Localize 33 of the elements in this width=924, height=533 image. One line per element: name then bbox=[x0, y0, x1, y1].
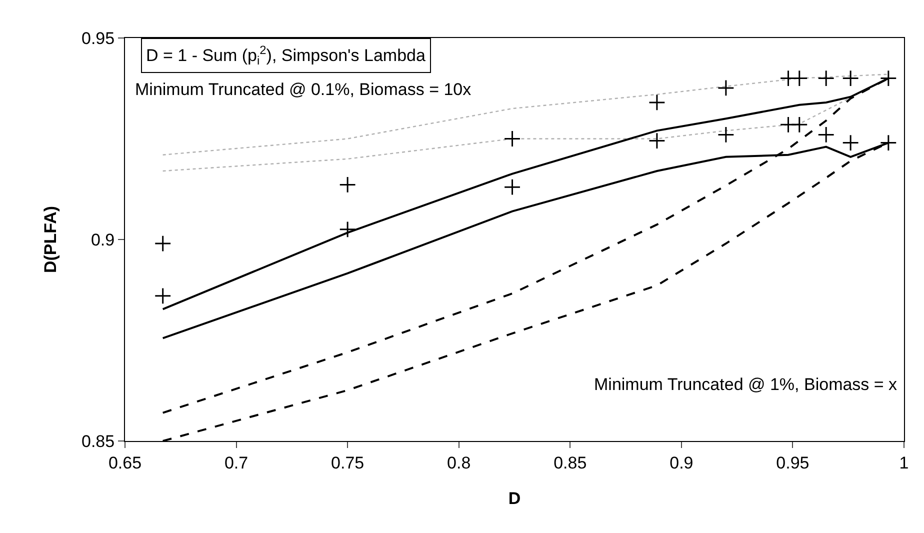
annotation: Minimum Truncated @ 1%, Biomass = x bbox=[594, 375, 898, 394]
annotation: D = 1 - Sum (p$_{i}$$^{2}$), Simpson's Lambda bbox=[146, 43, 426, 68]
y-axis-title: D(PLFA) bbox=[41, 206, 60, 274]
x-tick-label: 0.85 bbox=[554, 453, 587, 472]
y-tick-label: 0.95 bbox=[82, 28, 115, 48]
y-tick-label: 0.85 bbox=[82, 432, 115, 451]
point bbox=[339, 220, 356, 238]
x-tick-label: 0.8 bbox=[447, 453, 471, 472]
point bbox=[842, 134, 860, 152]
point bbox=[648, 132, 666, 150]
y-tick-label: 0.9 bbox=[90, 230, 115, 250]
point bbox=[504, 178, 521, 196]
x-axis-title: D bbox=[508, 488, 521, 508]
x-tick-label: 0.65 bbox=[108, 453, 142, 472]
point bbox=[790, 116, 808, 134]
x-tick-label: 0.75 bbox=[331, 453, 364, 472]
point bbox=[842, 70, 860, 87]
point bbox=[154, 235, 172, 252]
point bbox=[818, 70, 835, 87]
point bbox=[504, 130, 521, 148]
x-tick-label: 0.9 bbox=[670, 453, 694, 472]
point bbox=[880, 70, 897, 87]
point bbox=[154, 287, 172, 304]
x-tick-label: 0.95 bbox=[776, 453, 810, 472]
point bbox=[880, 134, 897, 152]
point bbox=[339, 176, 356, 194]
x-tick-label: 1 bbox=[899, 453, 909, 472]
point bbox=[648, 94, 666, 111]
annotation: Minimum Truncated @ 0.1%, Biomass = 10x bbox=[135, 80, 472, 99]
point bbox=[818, 126, 835, 144]
x-tick-label: 0.7 bbox=[224, 453, 248, 472]
point bbox=[717, 80, 734, 96]
point bbox=[717, 126, 734, 144]
